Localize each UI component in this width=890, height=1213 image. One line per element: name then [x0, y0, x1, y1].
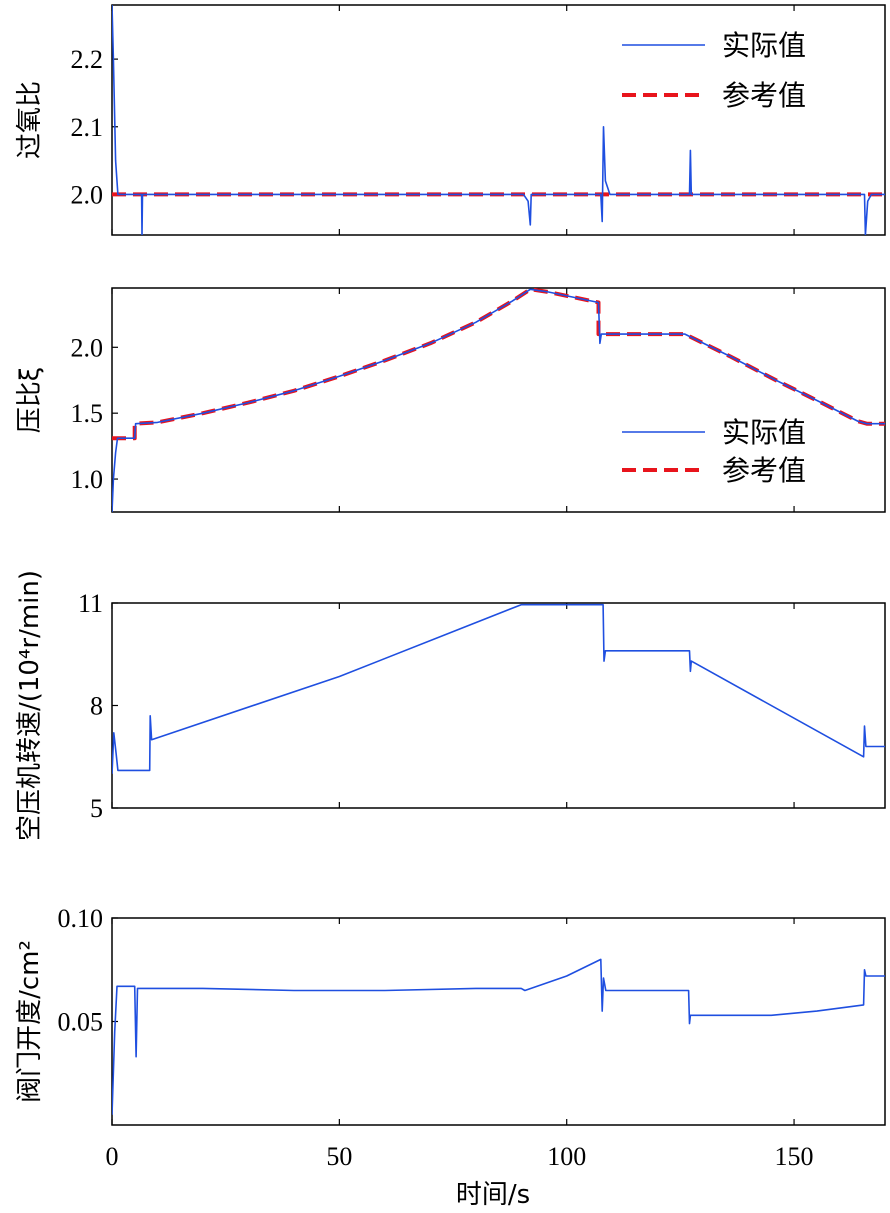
series-actual-line: [112, 288, 885, 512]
legend-label: 实际值: [722, 29, 806, 62]
legend-label: 参考值: [722, 79, 806, 112]
legend-label: 实际值: [722, 416, 806, 449]
y-axis-title: 过氧比: [15, 81, 45, 159]
plot-frame: [111, 602, 886, 809]
y-axis-title: 空压机转速/(10⁴r/min): [15, 570, 45, 841]
plot-frame: [111, 917, 886, 1126]
y-axis-title: 压比ξ: [15, 367, 45, 434]
y-tick-label: 2.2: [71, 45, 104, 74]
plot-frame: [111, 287, 886, 513]
series-actual-line: [112, 603, 885, 774]
series-actual-line: [112, 958, 885, 1115]
y-tick-label: 0.05: [58, 1008, 104, 1037]
y-tick-label: 0.10: [58, 904, 104, 933]
y-tick-label: 11: [78, 589, 103, 618]
y-tick-label: 1.5: [71, 399, 104, 428]
x-tick-label: 0: [106, 1142, 119, 1171]
y-axis-title: 阀门开度/cm²: [15, 940, 45, 1103]
plot-frame: [111, 4, 886, 236]
y-tick-label: 1.0: [71, 465, 104, 494]
series-actual-line: [112, 5, 885, 235]
y-tick-label: 2.1: [71, 113, 104, 142]
y-tick-label: 5: [90, 794, 103, 823]
x-axis-title: 时间/s: [456, 1180, 530, 1210]
panel-valve-opening: 0 50 100 150 0.05 0.10 阀门开度/cm²: [15, 904, 886, 1171]
legend-label: 参考值: [722, 454, 806, 487]
x-tick-label: 100: [547, 1142, 586, 1171]
x-tick-label: 50: [326, 1142, 352, 1171]
panel-compressor-speed: 5 8 11 空压机转速/(10⁴r/min): [15, 570, 886, 841]
x-tick-label: 150: [775, 1142, 814, 1171]
y-tick-label: 8: [90, 692, 103, 721]
y-tick-label: 2.0: [71, 333, 104, 362]
y-tick-label: 2.0: [71, 180, 104, 209]
